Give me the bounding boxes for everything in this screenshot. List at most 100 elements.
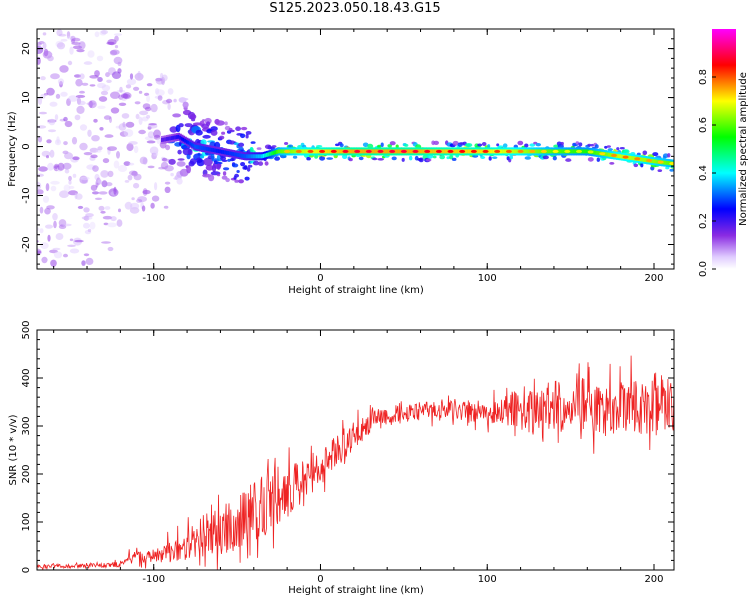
spectrogram-cell	[200, 155, 205, 159]
signal-track-core	[234, 152, 237, 157]
signal-track-core	[619, 154, 622, 159]
spectrogram-cell	[451, 157, 457, 161]
signal-track-core	[609, 152, 612, 157]
spectrogram-cell	[243, 165, 248, 170]
signal-track-core	[249, 154, 252, 159]
signal-track-core	[526, 149, 529, 154]
signal-track-peak	[459, 149, 466, 153]
spectrogram-cell	[227, 158, 231, 162]
spectrogram-cell	[169, 126, 178, 133]
signal-track-core	[262, 153, 266, 158]
spectrogram-cell	[241, 126, 248, 131]
spectrogram-cell	[153, 129, 162, 138]
spectrogram-cell	[50, 180, 60, 185]
spectrogram-cell	[107, 222, 117, 228]
signal-track-core	[282, 149, 286, 154]
spectrogram-cell	[128, 141, 138, 145]
signal-track-core	[305, 149, 309, 154]
spectrogram-cell	[41, 256, 48, 264]
spectrogram-cell	[67, 60, 73, 66]
signal-track-core	[190, 142, 194, 147]
spectrogram-cell	[134, 101, 141, 105]
signal-track-core	[259, 154, 262, 159]
signal-track-peak	[377, 149, 384, 153]
spectrogram-cell	[79, 142, 88, 151]
spectrogram-cell	[125, 121, 135, 128]
spectrogram-cell	[480, 156, 486, 159]
signal-track-core	[185, 139, 189, 144]
signal-track-core	[607, 152, 611, 157]
signal-track-core	[220, 149, 224, 154]
x-tick-label: 200	[644, 574, 663, 585]
spectrogram-cell	[225, 177, 230, 183]
spectrogram-cell	[575, 141, 580, 145]
spectrogram-cell	[148, 123, 157, 126]
spectrogram-cell	[433, 140, 440, 145]
signal-track-core	[264, 153, 267, 158]
signal-track-core	[372, 149, 376, 154]
spectrogram-cell	[74, 114, 81, 121]
snr-plot-area	[37, 330, 674, 570]
x-tick-label: 200	[644, 273, 663, 284]
spectrogram-cell	[146, 140, 156, 144]
signal-track-core	[212, 148, 216, 153]
spectrogram-cell	[362, 142, 369, 148]
signal-track-core	[432, 149, 436, 154]
spectrogram-cell	[133, 182, 140, 189]
spectrogram-cell	[274, 156, 280, 161]
signal-track-peak	[634, 157, 641, 161]
signal-track-core	[274, 150, 277, 155]
spectrogram-cell	[60, 91, 68, 97]
signal-track-core	[492, 149, 496, 154]
spectrogram-cell	[229, 129, 235, 133]
spectrogram-cell	[156, 138, 161, 144]
spectrogram-cell	[292, 155, 298, 159]
signal-track-core	[165, 137, 169, 141]
spectrogram-cell	[377, 158, 385, 161]
spectrogram-cell	[619, 147, 625, 150]
signal-track-core	[192, 143, 196, 148]
spectrogram-cell	[118, 102, 127, 107]
signal-track-core	[617, 154, 621, 159]
spectrogram-cell	[189, 158, 197, 165]
signal-track-core	[244, 154, 247, 159]
spectrogram-cell	[77, 205, 84, 209]
spectrogram-cell	[524, 143, 529, 148]
spectrogram-cell	[240, 162, 246, 167]
spectrogram-cell	[101, 84, 111, 92]
spectrogram-cell	[92, 191, 99, 195]
spectrogram-cell	[72, 173, 77, 178]
spectrogram-cell	[578, 142, 583, 147]
spectrogram-cell	[606, 145, 611, 148]
spectrogram-cell	[81, 260, 86, 266]
spectrogram-cell	[426, 158, 432, 162]
spectrogram-cell	[142, 157, 148, 165]
signal-track-core	[336, 149, 339, 154]
signal-track-core	[270, 151, 274, 156]
signal-track-core	[314, 149, 317, 154]
spectrogram-cell	[106, 79, 112, 84]
spectrogram-cell	[87, 228, 92, 233]
spectrogram-cell	[642, 150, 648, 156]
spectrogram-cell	[155, 89, 165, 97]
signal-track-core	[664, 160, 668, 165]
signal-track-core	[516, 149, 519, 154]
spectrogram-cell	[264, 161, 269, 166]
spectrogram-cell	[133, 173, 142, 181]
spectrogram-cell	[205, 164, 214, 171]
spectrogram-cell	[57, 78, 65, 85]
spectrogram-cell	[75, 94, 86, 98]
spectrogram-cell	[87, 129, 92, 137]
spectrogram-cell	[68, 185, 75, 189]
spectrogram-cell	[114, 45, 119, 49]
spectrogram-cell	[80, 176, 90, 181]
signal-track-core	[194, 144, 197, 149]
spectrogram-cell	[176, 161, 186, 167]
spectrogram-cell	[236, 170, 240, 173]
spectrogram-cell	[161, 74, 168, 82]
spectrogram-cell	[39, 111, 47, 115]
spectrogram-cell	[50, 73, 60, 80]
spectrogram-cell	[37, 125, 47, 129]
spectrogram-cell	[53, 220, 57, 229]
spectrogram-cell	[170, 172, 174, 177]
